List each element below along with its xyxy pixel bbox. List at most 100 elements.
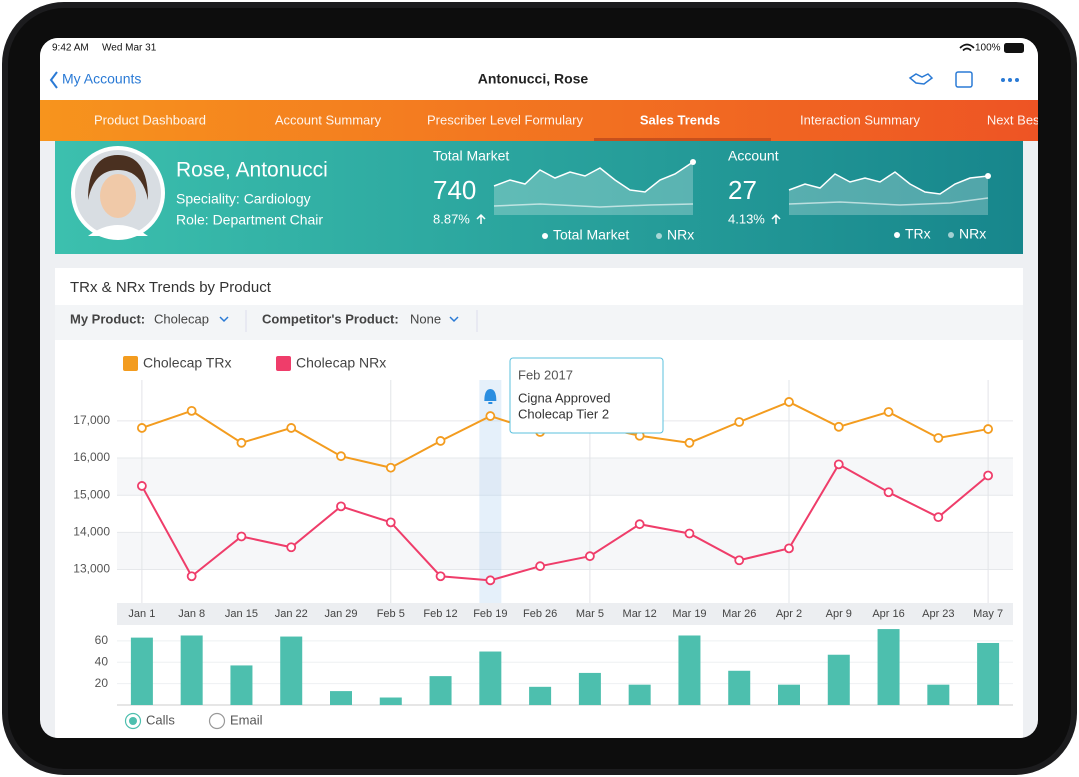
x-tick-label: Jan 8 [178,608,205,620]
legend-swatch [123,356,138,371]
tab[interactable]: Interaction Summary [800,112,920,127]
kpi-change: 4.13% [728,211,765,226]
grid-band [117,532,1013,570]
data-point[interactable] [933,433,944,443]
tooltip-title: Feb 2017 [518,367,573,382]
bar[interactable] [877,629,900,705]
x-tick-label: Apr 2 [776,608,802,620]
card-title: TRx & NRx Trends by Product [70,279,272,296]
sparkline [788,171,989,195]
x-tick-label: Feb 12 [423,608,457,620]
bar[interactable] [678,635,701,705]
radio[interactable] [208,712,226,730]
bar[interactable] [330,691,352,705]
bar[interactable] [280,636,303,705]
bar[interactable] [827,654,850,705]
filter-value[interactable]: None [410,311,441,326]
tab[interactable]: Sales Trends [640,112,720,127]
bar[interactable] [728,670,751,705]
x-tick-label: Apr 23 [922,608,954,620]
data-point[interactable] [784,397,794,407]
kpi-legend: Total Market [553,227,629,243]
back-button[interactable]: My Accounts [62,71,141,87]
bar[interactable] [578,672,601,705]
highlight-column [479,380,502,603]
bar[interactable] [778,684,800,705]
data-point[interactable] [485,575,496,586]
data-point[interactable] [983,424,994,434]
data-point[interactable] [634,519,645,530]
filter-label: Competitor's Product: [262,311,399,326]
x-tick-label: May 7 [973,608,1003,620]
media-icon[interactable] [955,71,973,88]
data-point[interactable] [535,561,546,572]
data-point[interactable] [186,571,197,582]
data-point[interactable] [784,543,794,554]
tab[interactable]: Prescriber Level Formulary [427,112,584,127]
kpi-title: Account [728,148,779,164]
data-point[interactable] [186,405,197,416]
bar[interactable] [529,686,552,705]
data-point[interactable] [286,423,297,433]
legend-dot [656,233,662,239]
data-point[interactable] [136,481,147,491]
data-point[interactable] [136,423,147,433]
filter-value[interactable]: Cholecap [154,311,209,326]
dropdown-icon[interactable] [219,316,229,323]
data-point[interactable] [833,459,844,470]
x-tick-label: Mar 26 [722,608,756,620]
data-point[interactable] [336,501,346,512]
bar[interactable] [379,697,402,705]
data-point[interactable] [435,436,446,446]
bar[interactable] [180,635,203,705]
kpi-legend: NRx [959,226,986,242]
x-tick-label: Feb 26 [523,608,557,620]
data-point[interactable] [883,407,894,417]
dropdown-icon[interactable] [449,316,459,323]
bell-icon[interactable] [484,389,497,404]
bar[interactable] [479,651,502,705]
data-point[interactable] [983,470,994,481]
more-icon[interactable] [1001,78,1019,82]
x-tick-label: Feb 19 [473,608,507,620]
data-point[interactable] [833,421,844,432]
bar[interactable] [230,665,253,705]
bar[interactable] [429,676,452,705]
bar[interactable] [130,637,153,705]
data-point[interactable] [435,571,446,582]
data-point[interactable] [933,512,944,523]
tab[interactable]: Account Summary [275,112,382,127]
handshake-icon[interactable] [908,73,934,85]
data-point[interactable] [236,437,247,448]
data-point[interactable] [485,411,496,421]
toggle-label[interactable]: Email [230,712,263,727]
x-tick-label: Jan 22 [275,608,308,620]
legend-label: Cholecap NRx [296,355,386,371]
y-tick-label: 13,000 [73,562,110,576]
tab[interactable]: Product Dashboard [94,112,206,127]
data-point[interactable] [286,542,297,553]
top-bar [40,38,1038,100]
bar[interactable] [977,642,1000,705]
x-tick-label: Jan 15 [225,608,258,620]
x-tick-label: Mar 19 [672,608,706,620]
avatar-hair [88,155,148,200]
y-tick-label: 15,000 [73,487,110,501]
data-point[interactable] [236,531,247,542]
data-point[interactable] [336,451,346,462]
data-point[interactable] [734,417,745,427]
data-point[interactable] [684,528,695,539]
back-icon[interactable] [49,71,58,89]
bar[interactable] [927,684,950,705]
toggle-label[interactable]: Calls [146,712,175,727]
data-point[interactable] [734,555,745,566]
sparkline-dot [985,173,991,179]
data-point[interactable] [584,551,595,562]
nav-title: Antonucci, Rose [478,71,589,87]
data-point[interactable] [883,487,894,498]
data-point[interactable] [684,437,695,448]
data-point[interactable] [385,517,396,528]
tab[interactable]: Next Best [987,112,1044,127]
data-point[interactable] [385,462,396,473]
bar[interactable] [628,684,651,705]
